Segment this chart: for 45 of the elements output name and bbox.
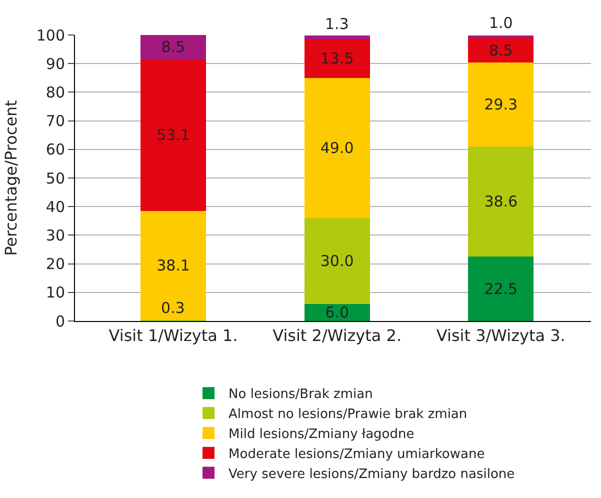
y-tick-label: 0: [55, 312, 65, 330]
bar: [304, 39, 370, 78]
data-label: 6.0: [325, 303, 350, 322]
data-label: 13.5: [320, 50, 354, 68]
legend-label: Mild lesions/Zmiany łagodne: [228, 427, 414, 442]
y-tick-label: 30: [46, 226, 65, 244]
data-label: 49.0: [320, 138, 354, 157]
bar: [304, 78, 370, 218]
data-label: 8.5: [488, 41, 513, 60]
y-tick-label: 10: [46, 284, 65, 302]
bar: [304, 218, 370, 304]
data-label: 1.3: [325, 15, 349, 33]
y-tick-label: 20: [46, 255, 65, 274]
legend-label: No lesions/Brak zmian: [228, 387, 373, 402]
bar: [140, 35, 206, 60]
bar: [468, 62, 534, 146]
data-label: 1.0: [489, 14, 513, 32]
data-label: 30.0: [320, 252, 354, 270]
x-tick-label: Visit 1/Wizyta 1.: [108, 326, 238, 346]
x-tick-label: Visit 3/Wizyta 3.: [436, 326, 566, 346]
y-tick-label: 100: [36, 26, 65, 44]
data-label: 53.1: [156, 126, 190, 144]
legend-label: Moderate lesions/Zmiany umiarkowane: [228, 446, 485, 462]
y-tick-label: 40: [46, 198, 65, 216]
bar: [140, 211, 206, 320]
data-label: 8.5: [161, 38, 186, 56]
bar: [468, 38, 534, 62]
legend-label: Almost no lesions/Prawie brak zmian: [228, 407, 468, 422]
data-label: 0.3: [161, 299, 185, 317]
data-label: 38.1: [156, 256, 190, 275]
y-tick-label: 90: [46, 54, 65, 73]
y-tick-label: 60: [46, 140, 65, 159]
y-axis-title: Percentage/Procent: [1, 100, 20, 256]
data-label: 22.5: [484, 280, 518, 298]
x-tick-label: Visit 2/Wizyta 2.: [272, 326, 402, 346]
legend-label: Very severe lesions/Zmiany bardzo nasilone: [228, 466, 515, 482]
bar: [140, 59, 206, 212]
y-tick-label: 70: [46, 112, 65, 130]
bar: [304, 36, 370, 40]
y-tick-label: 50: [46, 169, 65, 188]
bar: [468, 256, 534, 321]
data-label: 29.3: [484, 95, 518, 114]
data-label: 38.6: [484, 192, 518, 210]
bar: [468, 146, 534, 257]
y-tick-label: 80: [46, 83, 65, 102]
